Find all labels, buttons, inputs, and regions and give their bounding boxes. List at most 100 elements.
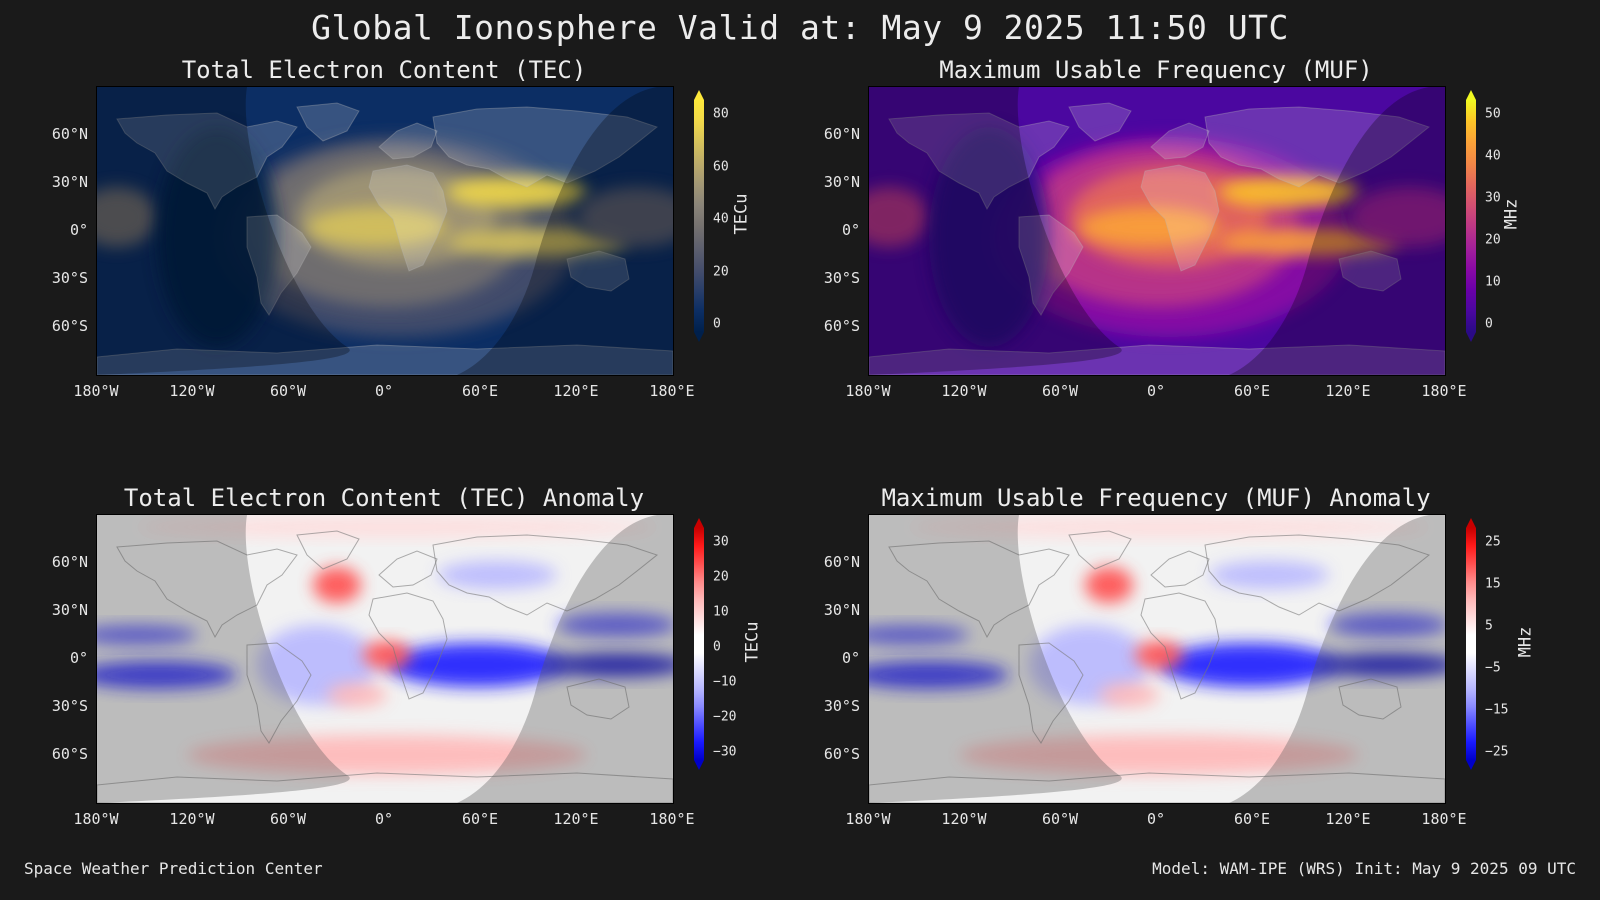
continent-europe [378, 550, 438, 588]
continent-antarctica [869, 772, 1445, 803]
contour-region [437, 561, 557, 589]
y-tick-label: 30°S [51, 697, 88, 715]
y-tick-label: 0° [841, 649, 860, 667]
continent-australia [566, 678, 630, 720]
contour-region [97, 661, 237, 689]
contour-region [1085, 567, 1133, 603]
continent-antarctica [869, 344, 1445, 375]
x-tick-label: 180°E [649, 810, 695, 828]
y-tick-label: 60°S [823, 745, 860, 763]
continent-south-america [1018, 214, 1084, 316]
colorbar-label: TECu [742, 621, 763, 663]
contour-region [869, 187, 929, 247]
tec-anomaly-colorbar [694, 518, 704, 770]
x-tick-label: 180°E [1421, 382, 1467, 400]
continent-greenland [1068, 530, 1132, 570]
continent-africa [1140, 592, 1220, 700]
y-tick-label: 0° [69, 221, 88, 239]
colorbar-tick-label: 20 [713, 569, 729, 585]
continent-north-america [116, 540, 298, 639]
contour-region [313, 567, 361, 603]
x-tick-label: 60°W [1041, 810, 1079, 828]
y-tick-label: 30°S [51, 269, 88, 287]
y-tick-label: 0° [841, 221, 860, 239]
colorbar-tick-label: 20 [713, 264, 729, 279]
continent-south-america [1018, 642, 1084, 744]
x-tick-label: 180°W [73, 810, 119, 828]
panel-title: Maximum Usable Frequency (MUF) Anomaly [881, 484, 1431, 512]
continent-asia [432, 106, 659, 188]
y-tick-label: 60°S [51, 317, 88, 335]
colorbar-tick-label: −25 [1485, 744, 1509, 760]
night-shade-west [97, 87, 350, 375]
continent-north-america [888, 112, 1070, 211]
colorbar-label: MHz [1515, 626, 1536, 658]
contour-region [447, 176, 587, 208]
colorbar-tick-label: 60 [713, 159, 729, 174]
colorbar-tick-label: 80 [713, 106, 729, 122]
night-shade-east [457, 515, 673, 803]
continent-africa [368, 592, 448, 700]
x-tick-label: 60°W [269, 382, 307, 400]
colorbar-tick-label: 5 [1485, 618, 1493, 634]
tec-anomaly-map [96, 514, 674, 804]
colorbar-tick-label: 25 [1485, 534, 1501, 550]
y-tick-label: 60°N [51, 125, 88, 143]
y-tick-label: 60°N [823, 125, 860, 143]
colorbar-tick-label: 40 [1485, 148, 1501, 164]
colorbar-tick-label: 15 [1485, 576, 1501, 592]
contour-region [909, 517, 1429, 537]
y-tick-label: 30°N [823, 173, 860, 191]
page-title: Global Ionosphere Valid at: May 9 2025 1… [311, 8, 1289, 47]
footer-credit: Space Weather Prediction Center [24, 859, 323, 878]
continent-north-america [116, 112, 298, 211]
night-shade-west [869, 515, 1122, 803]
contour-region [137, 517, 657, 537]
colorbar-tick-label: −30 [713, 744, 737, 760]
muf-colorbar [1466, 90, 1476, 342]
muf-anomaly-colorbar [1466, 518, 1476, 770]
x-tick-label: 120°W [169, 810, 215, 828]
contour-region [1219, 176, 1359, 208]
contour-region [1329, 613, 1445, 637]
x-tick-label: 60°E [461, 810, 499, 828]
continent-south-america [246, 642, 312, 744]
x-tick-label: 120°E [553, 810, 599, 828]
contour-region [1349, 187, 1445, 247]
contour-region [1135, 641, 1183, 669]
x-tick-label: 60°E [1233, 382, 1271, 400]
contour-region [869, 625, 969, 645]
x-tick-label: 0° [374, 382, 394, 400]
y-tick-label: 0° [69, 649, 88, 667]
continent-europe [1150, 122, 1210, 160]
y-tick-label: 60°N [823, 553, 860, 571]
y-tick-label: 30°N [51, 601, 88, 619]
colorbar-min-arrow [694, 332, 704, 342]
colorbar-max-arrow [1466, 518, 1476, 528]
colorbar-tick-label: 0 [713, 316, 721, 332]
colorbar-max-arrow [694, 518, 704, 528]
night-shade-east [457, 87, 673, 375]
contour-region [97, 187, 157, 247]
contour-region [929, 127, 1049, 347]
x-tick-label: 0° [1146, 382, 1166, 400]
colorbar-label: MHz [1501, 198, 1522, 230]
tec-map [96, 86, 674, 376]
colorbar-tick-label: −5 [1485, 660, 1501, 676]
contour-region [1099, 683, 1159, 707]
muf-map [868, 86, 1446, 376]
contour-region [447, 228, 627, 256]
continent-europe [378, 122, 438, 160]
x-tick-label: 0° [374, 810, 394, 828]
x-tick-label: 120°W [941, 810, 987, 828]
x-tick-label: 120°E [1325, 382, 1371, 400]
contour-region [187, 735, 587, 775]
colorbar-label: TECu [731, 193, 752, 235]
contour-region [327, 683, 387, 707]
y-tick-label: 30°N [823, 601, 860, 619]
colorbar-max-arrow [1466, 90, 1476, 100]
continent-asia [432, 534, 659, 616]
night-shade-east [1229, 515, 1445, 803]
colorbar-tick-label: 50 [1485, 106, 1501, 122]
x-tick-label: 180°E [1421, 810, 1467, 828]
